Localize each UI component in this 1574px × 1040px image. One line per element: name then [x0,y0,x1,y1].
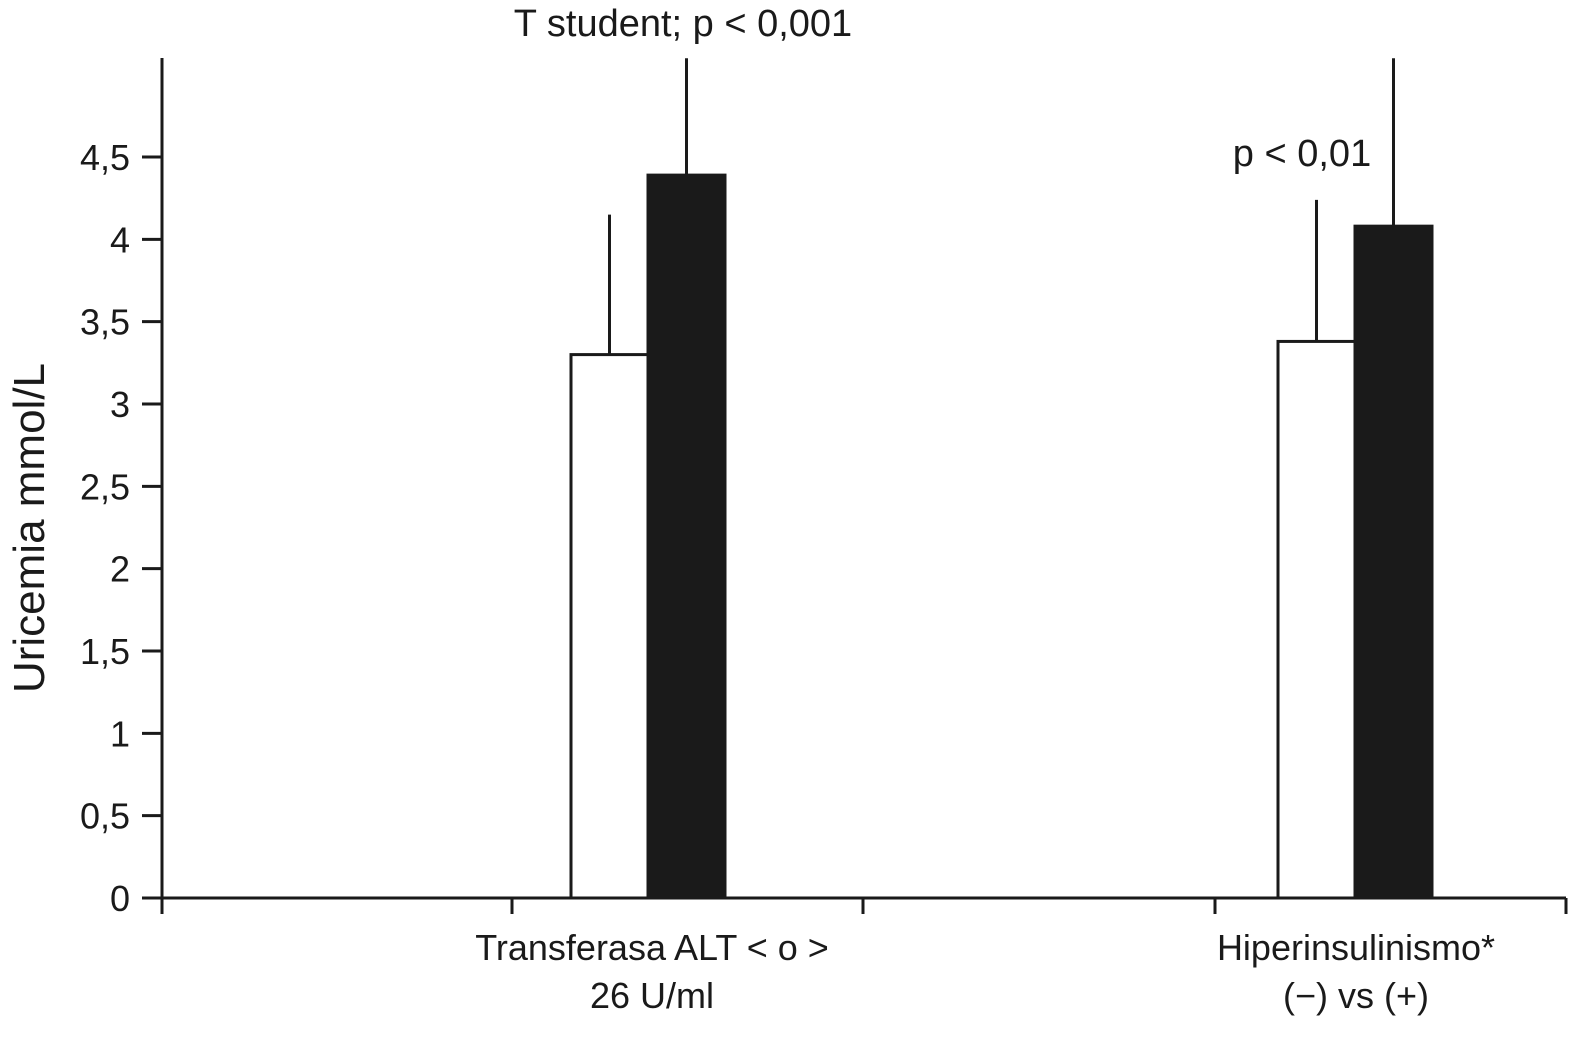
x-category-label: Transferasa ALT < o > [475,927,829,968]
y-tick-label: 4,5 [80,137,130,178]
y-tick-label: 3 [110,384,130,425]
y-tick-label: 0,5 [80,796,130,837]
y-tick-label: 1 [110,713,130,754]
significance-annotation: T student; p < 0,001 [514,3,852,45]
bar-black [1353,224,1434,900]
error-bars [608,58,1395,355]
x-category-label: (−) vs (+) [1283,975,1429,1016]
y-tick-label: 3,5 [80,302,130,343]
bar-black [646,173,727,900]
bar-white [1276,339,1357,900]
x-category-label: Hiperinsulinismo* [1217,927,1495,968]
bar-white [569,353,650,900]
y-tick-label: 1,5 [80,631,130,672]
labels: 0 0,5 1 1,5 2 2,5 3 3,5 4 4,5 Transferasa ALT < o … [80,3,1495,1016]
significance-annotation: p < 0,01 [1233,133,1371,175]
x-category-label: 26 U/ml [590,975,714,1016]
y-tick-label: 4 [110,219,130,260]
y-tick-label: 2,5 [80,466,130,507]
y-tick-label: 0 [110,878,130,919]
y-axis-title: Uricemia mmol/L [5,363,54,693]
bars [569,173,1434,900]
y-tick-label: 2 [110,549,130,590]
